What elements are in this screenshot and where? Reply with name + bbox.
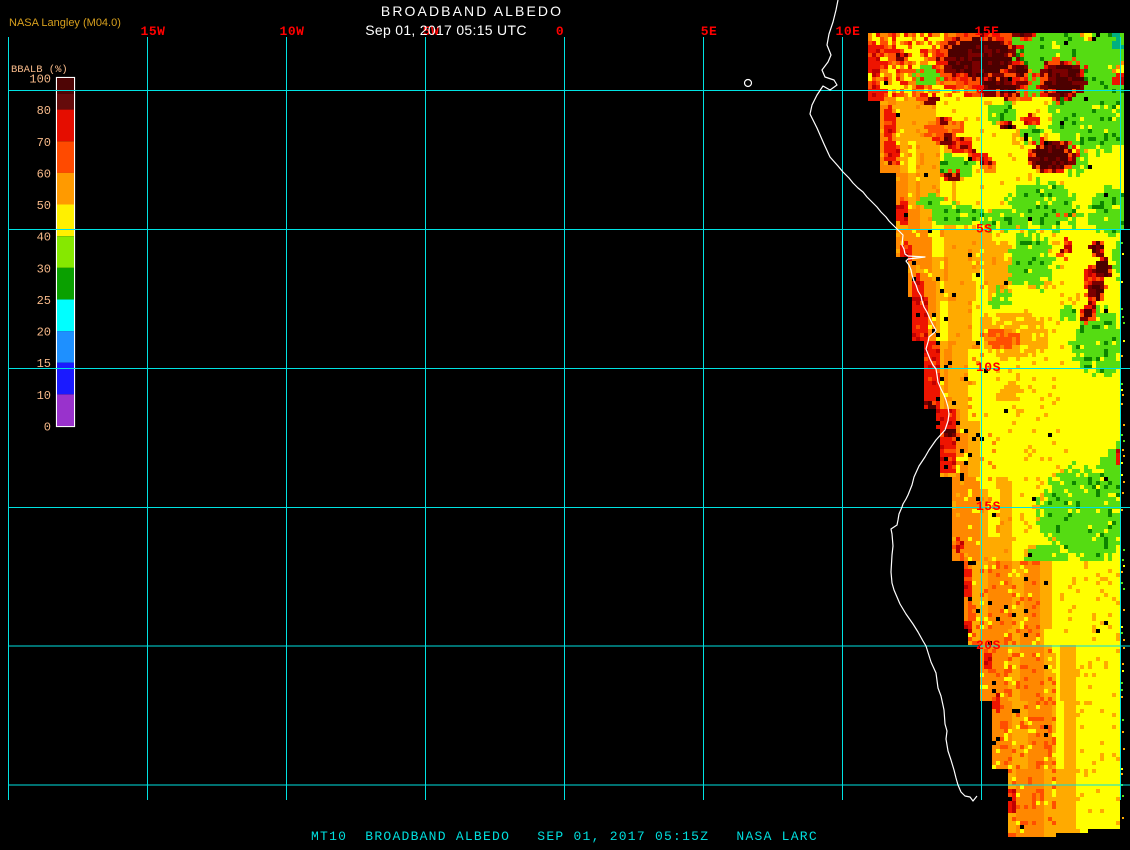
svg-text:10S: 10S <box>976 360 1001 375</box>
svg-text:30: 30 <box>37 262 51 276</box>
svg-text:10E: 10E <box>836 24 861 39</box>
svg-text:BROADBAND ALBEDO: BROADBAND ALBEDO <box>381 3 563 19</box>
svg-text:20: 20 <box>37 326 51 340</box>
svg-text:0: 0 <box>976 83 984 98</box>
svg-text:15W: 15W <box>141 24 166 39</box>
svg-text:20S: 20S <box>976 638 1001 653</box>
svg-text:10: 10 <box>37 389 51 403</box>
svg-text:5W: 5W <box>423 24 440 39</box>
svg-text:5S: 5S <box>976 222 993 237</box>
svg-text:50: 50 <box>37 199 51 213</box>
svg-text:NASA Langley (M04.0): NASA Langley (M04.0) <box>9 17 121 29</box>
svg-text:0: 0 <box>44 421 51 435</box>
svg-text:10W: 10W <box>280 24 305 39</box>
svg-text:60: 60 <box>37 167 51 181</box>
svg-text:80: 80 <box>37 104 51 118</box>
svg-text:15S: 15S <box>976 499 1001 514</box>
svg-text:15E: 15E <box>975 24 1000 39</box>
svg-text:40: 40 <box>37 231 51 245</box>
svg-text:25: 25 <box>37 294 51 308</box>
svg-text:MT10 BROADBAND ALBEDO SEP 0: MT10 BROADBAND ALBEDO SEP 01, 2017 05:15… <box>311 829 818 844</box>
svg-text:0: 0 <box>556 24 564 39</box>
svg-text:15: 15 <box>37 357 51 371</box>
svg-text:100: 100 <box>29 73 51 87</box>
svg-text:Sep 01, 2017 05:15 UTC: Sep 01, 2017 05:15 UTC <box>365 22 526 38</box>
svg-text:BBALB (%): BBALB (%) <box>11 64 68 76</box>
svg-text:5E: 5E <box>701 24 718 39</box>
svg-text:70: 70 <box>37 136 51 150</box>
